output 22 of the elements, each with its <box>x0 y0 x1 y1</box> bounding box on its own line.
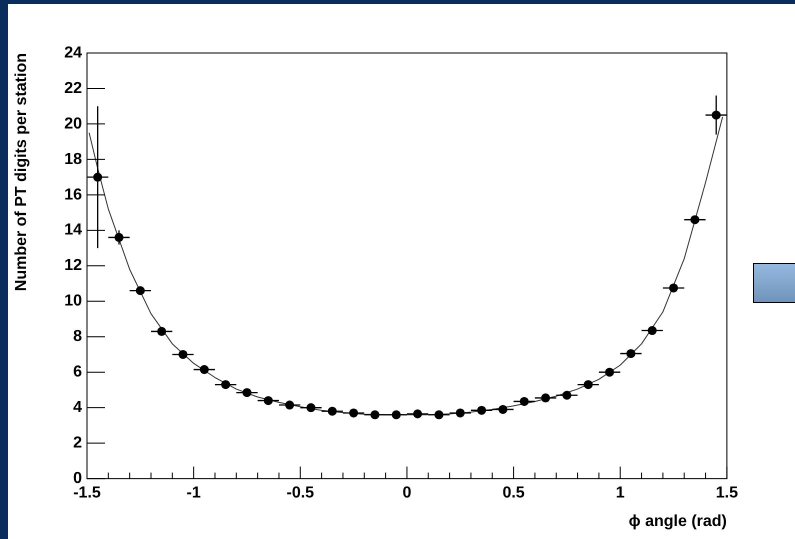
x-tick-label: -0.5 <box>286 484 314 502</box>
y-tick-label: 8 <box>73 328 82 346</box>
y-tick-label: 4 <box>73 399 82 416</box>
y-tick-label: 20 <box>64 115 82 132</box>
y-tick-label: 22 <box>64 80 82 97</box>
y-tick-label: 18 <box>64 150 82 168</box>
y-tick-label: 16 <box>64 186 82 204</box>
x-tick-label: 0 <box>402 484 412 502</box>
x-tick-label: -1.5 <box>73 484 101 502</box>
y-tick-label: 10 <box>64 292 82 310</box>
x-tick-label: -1 <box>186 484 201 502</box>
y-tick-label: 14 <box>64 222 82 239</box>
y-tick-label: 6 <box>73 364 82 381</box>
y-tick-label: 0 <box>73 470 82 488</box>
y-tick-label: 2 <box>73 434 82 452</box>
x-tick-label: 1.5 <box>716 484 738 502</box>
x-tick-label: 1 <box>616 484 625 502</box>
y-tick-label: 12 <box>64 257 82 274</box>
y-axis-title: Number of PT digits per station <box>13 53 30 292</box>
x-axis-title: ϕ angle (rad) <box>628 512 727 530</box>
x-tick-label: 0.5 <box>502 484 525 502</box>
y-tick-label: 24 <box>64 44 82 62</box>
